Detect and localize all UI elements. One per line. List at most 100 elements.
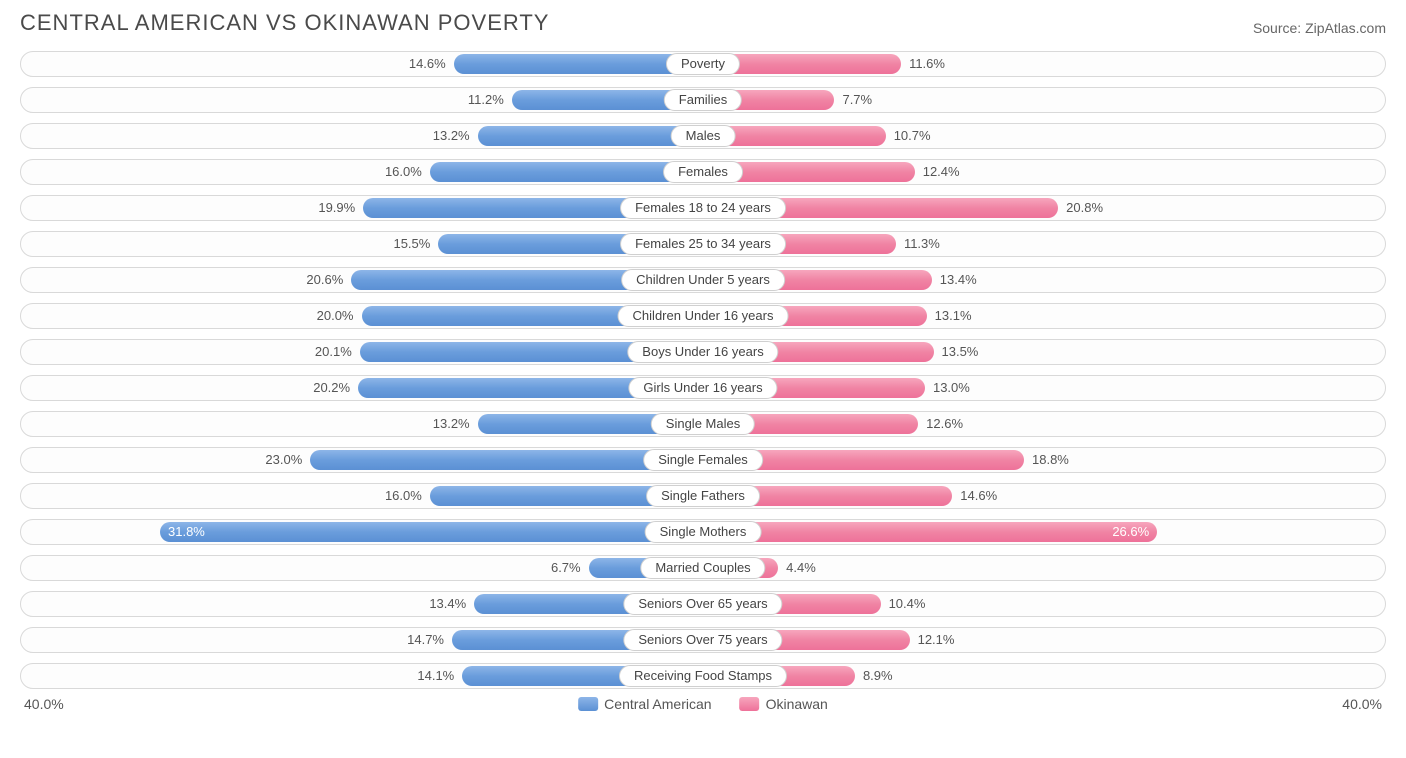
bar-left [478, 126, 703, 146]
chart-row: 20.1%13.5%Boys Under 16 years [20, 336, 1386, 368]
category-label: Females 18 to 24 years [620, 197, 786, 219]
category-label: Seniors Over 75 years [623, 629, 782, 651]
category-label: Married Couples [640, 557, 765, 579]
row-half-left [20, 552, 703, 584]
row-half-left [20, 372, 703, 404]
category-label: Families [664, 89, 742, 111]
row-half-left [20, 516, 703, 548]
value-left: 16.0% [385, 486, 430, 506]
row-half-left [20, 48, 703, 80]
category-label: Single Females [643, 449, 763, 471]
row-half-left [20, 84, 703, 116]
chart-row: 16.0% 14.6% Single Fathers [20, 480, 1386, 512]
chart-body: 14.6%11.6%Poverty11.2%7.7%Families13.2%1… [0, 44, 1406, 692]
chart-row: 20.2%13.0%Girls Under 16 years [20, 372, 1386, 404]
value-right: 11.3% [896, 234, 940, 254]
legend-swatch-blue [578, 697, 598, 711]
value-left: 20.0% [317, 306, 362, 326]
row-half-right [703, 48, 1386, 80]
bar-left [160, 522, 703, 542]
row-half-left [20, 660, 703, 692]
row-half-right [703, 588, 1386, 620]
value-left: 13.2% [433, 126, 478, 146]
source-link[interactable]: ZipAtlas.com [1305, 20, 1386, 36]
value-right: 14.6% [952, 486, 997, 506]
axis-max-left: 40.0% [24, 696, 64, 712]
value-left: 19.9% [318, 198, 363, 218]
value-right: 26.6% [1112, 522, 1157, 542]
chart-row: 19.9% 20.8% Females 18 to 24 years [20, 192, 1386, 224]
value-left: 16.0% [385, 162, 430, 182]
chart-row: 13.2%12.6%Single Males [20, 408, 1386, 440]
source-attribution: Source: ZipAtlas.com [1253, 20, 1386, 36]
row-half-left [20, 624, 703, 656]
value-right: 12.1% [910, 630, 955, 650]
row-half-right [703, 516, 1386, 548]
axis-max-right: 40.0% [1342, 696, 1382, 712]
value-left: 14.7% [407, 630, 452, 650]
value-left: 15.5% [393, 234, 438, 254]
row-half-right [703, 408, 1386, 440]
bar-right [703, 522, 1157, 542]
value-left: 23.0% [265, 450, 310, 470]
chart-row: 11.2%7.7%Families [20, 84, 1386, 116]
category-label: Children Under 16 years [618, 305, 789, 327]
value-left: 20.1% [315, 342, 360, 362]
chart-row: 14.6%11.6%Poverty [20, 48, 1386, 80]
value-left: 31.8% [160, 522, 205, 542]
chart-header: CENTRAL AMERICAN VS OKINAWAN POVERTY Sou… [0, 0, 1406, 44]
row-half-left [20, 480, 703, 512]
row-half-left [20, 336, 703, 368]
value-right: 12.4% [915, 162, 960, 182]
legend-label-left: Central American [604, 696, 711, 712]
chart-row: 13.4%10.4%Seniors Over 65 years [20, 588, 1386, 620]
value-right: 11.6% [901, 54, 945, 74]
row-half-left [20, 156, 703, 188]
row-half-right [703, 660, 1386, 692]
value-right: 10.4% [881, 594, 926, 614]
value-right: 4.4% [778, 558, 816, 578]
category-label: Girls Under 16 years [628, 377, 777, 399]
value-left: 11.2% [468, 90, 512, 110]
value-right: 10.7% [886, 126, 931, 146]
category-label: Seniors Over 65 years [623, 593, 782, 615]
category-label: Boys Under 16 years [627, 341, 778, 363]
chart-row: 20.6%13.4%Children Under 5 years [20, 264, 1386, 296]
category-label: Females 25 to 34 years [620, 233, 786, 255]
row-half-right [703, 480, 1386, 512]
row-half-left [20, 300, 703, 332]
row-half-right [703, 624, 1386, 656]
row-half-right [703, 336, 1386, 368]
category-label: Single Fathers [646, 485, 760, 507]
row-half-left [20, 408, 703, 440]
source-prefix: Source: [1253, 20, 1305, 36]
chart-row: 15.5% 11.3% Females 25 to 34 years [20, 228, 1386, 260]
value-left: 14.1% [417, 666, 462, 686]
row-half-right [703, 192, 1386, 224]
chart-footer: 40.0% Central American Okinawan 40.0% [0, 696, 1406, 720]
value-right: 12.6% [918, 414, 963, 434]
value-right: 20.8% [1058, 198, 1103, 218]
row-half-right [703, 120, 1386, 152]
row-half-left [20, 264, 703, 296]
category-label: Single Males [651, 413, 755, 435]
value-right: 13.4% [932, 270, 977, 290]
chart-row: 13.2% 10.7% Males [20, 120, 1386, 152]
value-left: 20.2% [313, 378, 358, 398]
chart-row: 14.1%8.9%Receiving Food Stamps [20, 660, 1386, 692]
chart-title: CENTRAL AMERICAN VS OKINAWAN POVERTY [20, 10, 549, 36]
legend-item-right: Okinawan [740, 696, 828, 712]
row-half-right [703, 300, 1386, 332]
category-label: Children Under 5 years [621, 269, 785, 291]
category-label: Single Mothers [645, 521, 762, 543]
chart-row: 20.0% 13.1% Children Under 16 years [20, 300, 1386, 332]
legend-item-left: Central American [578, 696, 711, 712]
value-right: 13.1% [927, 306, 972, 326]
chart-row: 6.7%4.4%Married Couples [20, 552, 1386, 584]
category-label: Poverty [666, 53, 740, 75]
row-half-right [703, 372, 1386, 404]
chart-row: 31.8% 26.6% Single Mothers [20, 516, 1386, 548]
row-half-right [703, 264, 1386, 296]
legend: Central American Okinawan [578, 696, 828, 712]
category-label: Males [671, 125, 736, 147]
